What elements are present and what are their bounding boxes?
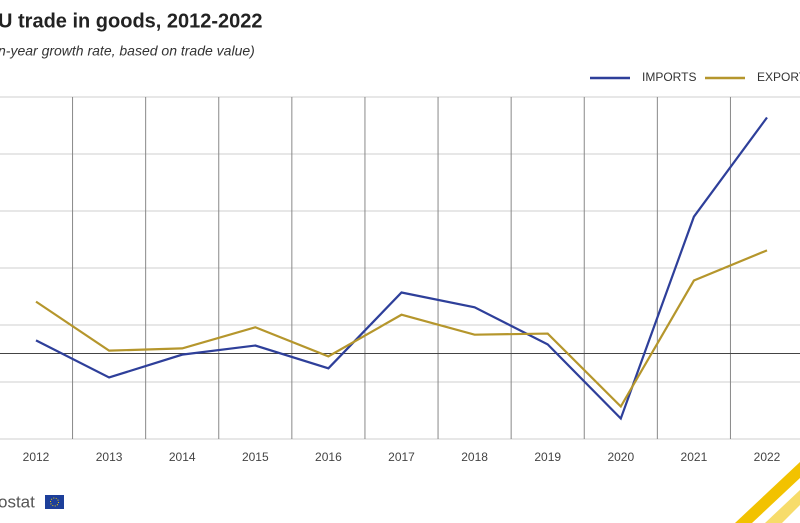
x-tick-label: 2022 <box>754 450 781 464</box>
legend-label: IMPORTS <box>642 70 696 84</box>
footer: ostat <box>0 462 800 523</box>
series-line <box>35 249 768 409</box>
x-tick-label: 2012 <box>23 450 50 464</box>
logo-shape <box>765 490 800 523</box>
eu-stars <box>50 497 59 507</box>
x-tick-label: 2016 <box>315 450 342 464</box>
chart-subtitle: n-year growth rate, based on trade value… <box>0 43 255 59</box>
logo-shape <box>735 462 800 523</box>
footer-logo-text: ostat <box>0 492 35 511</box>
x-tick-label: 2014 <box>169 450 196 464</box>
x-tick-label: 2013 <box>96 450 123 464</box>
x-tick-label: 2018 <box>461 450 488 464</box>
chart-title: U trade in goods, 2012-2022 <box>0 10 263 32</box>
x-tick-label: 2020 <box>607 450 634 464</box>
legend-label: EXPORTS <box>757 70 800 84</box>
x-tick-label: 2015 <box>242 450 269 464</box>
series-line <box>35 116 768 421</box>
x-tick-label: 2021 <box>681 450 708 464</box>
eu-flag <box>45 495 64 509</box>
x-tick-label: 2017 <box>388 450 415 464</box>
x-tick-label: 2019 <box>534 450 561 464</box>
